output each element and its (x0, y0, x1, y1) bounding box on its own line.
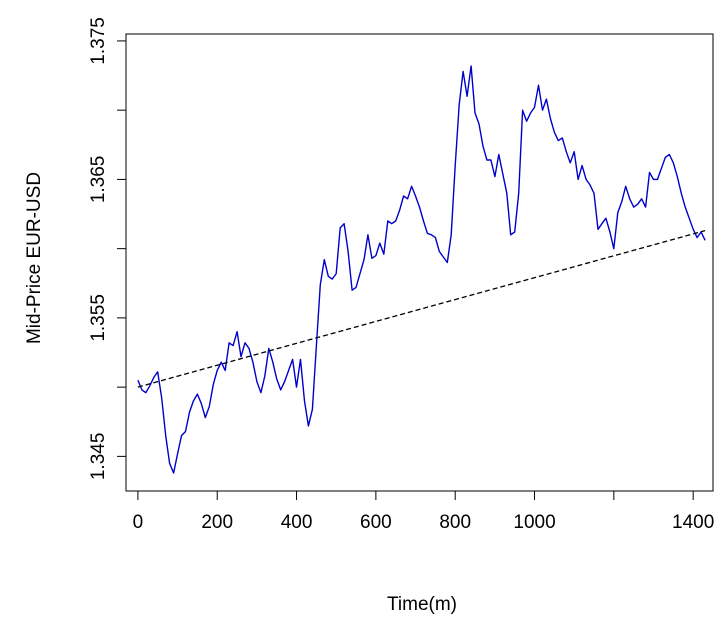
x-tick-label: 800 (439, 512, 471, 533)
x-tick-label: 0 (133, 512, 144, 533)
x-tick-label: 600 (360, 512, 392, 533)
y-tick-label: 1.365 (88, 156, 109, 204)
x-tick-label: 1400 (672, 512, 714, 533)
x-tick-label: 400 (281, 512, 313, 533)
x-tick-label: 200 (201, 512, 233, 533)
y-axis-title: Mid-Price EUR-USD (24, 172, 45, 344)
plot-frame (125, 33, 714, 492)
y-tick-label: 1.375 (88, 17, 109, 65)
y-tick-label: 1.345 (88, 433, 109, 481)
x-axis: 0 200 400 600 800 1000 1400 (133, 491, 714, 533)
series-layer (137, 65, 706, 474)
x-axis-title: Time(m) (387, 594, 457, 615)
trend-line (137, 229, 706, 388)
price-line (137, 65, 706, 474)
y-axis: 1.345 1.355 1.365 1.375 (88, 17, 126, 480)
x-tick-label: 1000 (513, 512, 555, 533)
y-tick-label: 1.355 (88, 294, 109, 342)
